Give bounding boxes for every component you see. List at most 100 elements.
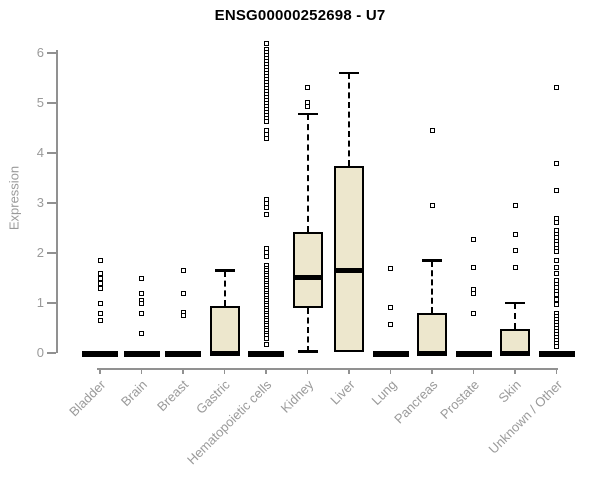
outlier-point [97, 310, 103, 316]
outlier-point [429, 203, 435, 208]
x-tick [389, 368, 392, 374]
outlier-point [139, 290, 144, 296]
whisker-cap [505, 301, 525, 305]
x-tick-label-3: Gastric [193, 377, 234, 417]
y-tick [47, 52, 56, 54]
whisker-lower [306, 308, 309, 352]
outlier-point [554, 84, 559, 90]
outlier-point [554, 219, 559, 225]
outlier-point [471, 264, 476, 270]
outlier-point [554, 188, 559, 193]
x-tick-label-1: Brain [118, 377, 151, 410]
whisker-cap [297, 350, 318, 353]
outlier-point [263, 335, 269, 341]
x-tick [555, 368, 558, 374]
median-bar [538, 351, 575, 357]
outlier-point [263, 211, 269, 217]
outlier-point [139, 275, 144, 281]
whisker-cap [422, 259, 442, 262]
outlier-point [471, 290, 476, 296]
median-line [292, 274, 323, 280]
box [334, 165, 364, 352]
x-tick-label-0: Bladder [66, 377, 109, 420]
x-tick-label-10: Skin [495, 377, 524, 406]
box [500, 329, 530, 353]
outlier-point [180, 290, 186, 296]
x-tick [140, 368, 143, 374]
outlier-point [512, 247, 518, 253]
x-tick [348, 368, 350, 374]
y-tick-label: 2 [36, 245, 44, 260]
y-tick-label: 6 [36, 45, 44, 60]
outlier-point [263, 40, 269, 46]
median-bar [165, 351, 201, 357]
outlier-point [263, 204, 269, 210]
outlier-point [554, 301, 559, 307]
outlier-point [305, 103, 310, 109]
outlier-point [388, 265, 393, 271]
outlier-point [471, 236, 476, 242]
box [292, 232, 323, 308]
median-bar [372, 351, 409, 357]
x-tick-label-7: Lung [368, 377, 400, 409]
y-tick-label: 1 [36, 295, 44, 310]
y-tick [47, 102, 56, 104]
y-tick [47, 302, 56, 304]
x-tick-label-5: Kidney [277, 377, 317, 416]
whisker-upper [514, 303, 516, 329]
y-tick-label: 0 [36, 345, 44, 360]
outlier-point [180, 268, 186, 273]
outlier-point [263, 135, 269, 141]
median-bar [82, 351, 118, 357]
outlier-point [97, 318, 103, 323]
whisker-upper [223, 270, 226, 306]
outlier-point [554, 249, 559, 254]
x-tick [223, 368, 226, 374]
median-line [500, 350, 530, 356]
outlier-point [97, 270, 103, 276]
median-line [334, 268, 364, 273]
outlier-point [305, 84, 310, 90]
outlier-point [554, 270, 559, 276]
outlier-point [512, 203, 518, 208]
outlier-point [263, 253, 269, 259]
outlier-point [263, 341, 269, 347]
whisker-cap [339, 71, 359, 75]
median-bar [123, 351, 160, 357]
median-line [209, 350, 240, 356]
outlier-point [429, 127, 435, 133]
box [209, 305, 240, 353]
outlier-point [554, 343, 559, 349]
x-tick [472, 368, 475, 374]
outlier-point [554, 160, 559, 166]
y-tick-label: 4 [36, 145, 44, 160]
whisker-cap [214, 269, 235, 272]
y-axis-line [56, 50, 58, 353]
x-tick-label-9: Prostate [437, 377, 483, 422]
y-tick [47, 252, 56, 254]
x-tick [182, 368, 184, 374]
box [417, 313, 447, 353]
outlier-point [139, 310, 144, 316]
x-tick-label-8: Pancreas [391, 377, 441, 427]
outlier-point [554, 258, 559, 263]
outlier-point [554, 264, 559, 270]
x-tick [306, 368, 309, 374]
outlier-point [554, 291, 559, 297]
median-bar [248, 351, 284, 357]
outlier-point [97, 285, 103, 291]
x-tick [265, 368, 267, 374]
x-axis-line [97, 368, 558, 370]
outlier-point [512, 264, 518, 270]
x-tick [99, 368, 101, 374]
outlier-point [554, 296, 559, 302]
x-tick-label-6: Liver [327, 377, 358, 408]
outlier-point [97, 280, 103, 286]
outlier-point [388, 304, 393, 310]
chart-title: ENSG00000252698 - U7 [214, 7, 386, 24]
outlier-point [263, 118, 269, 124]
median-line [417, 350, 447, 356]
outlier-point [180, 313, 186, 318]
